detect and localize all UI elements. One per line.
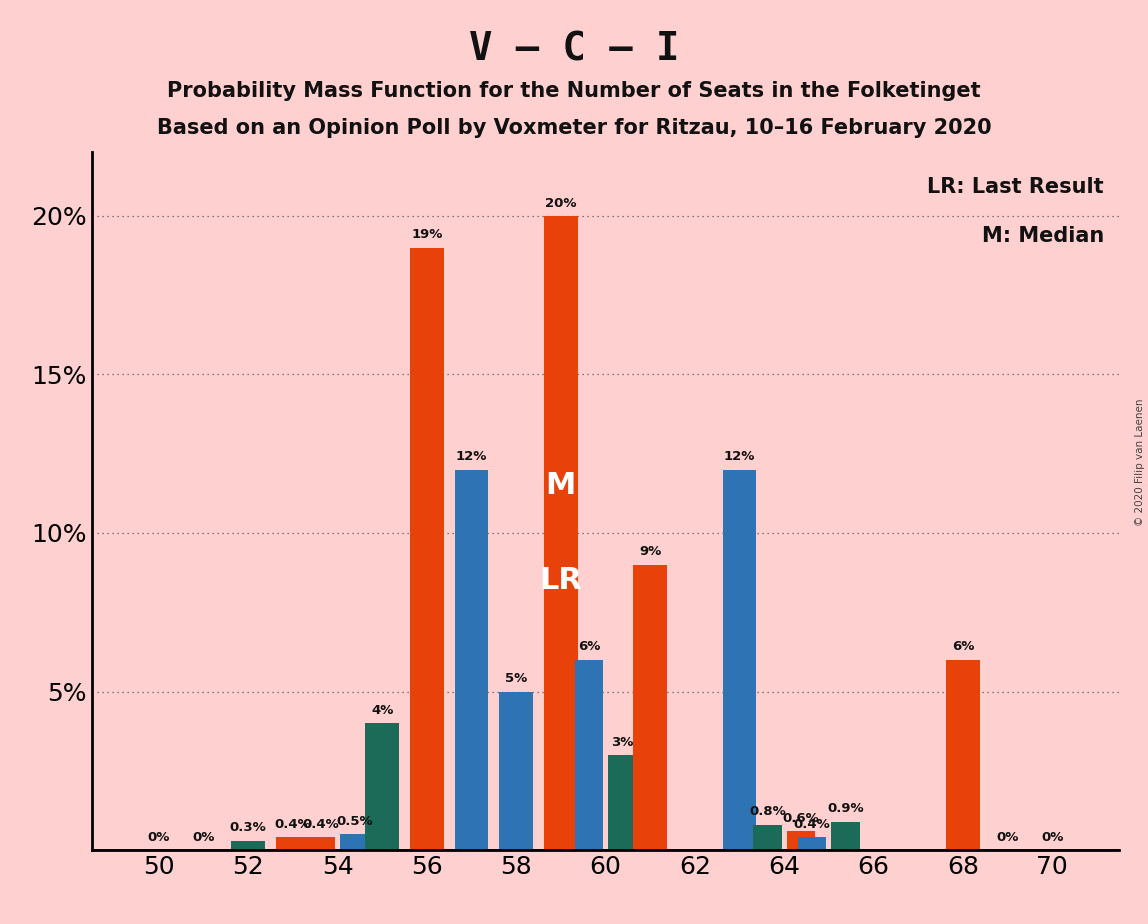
Bar: [798, 837, 827, 850]
Text: V – C – I: V – C – I: [468, 30, 680, 68]
Text: 0.6%: 0.6%: [783, 811, 820, 825]
Bar: [608, 755, 636, 850]
Text: 0%: 0%: [148, 831, 170, 844]
Bar: [634, 565, 667, 850]
Bar: [365, 723, 400, 850]
Bar: [340, 834, 369, 850]
Text: 0.4%: 0.4%: [274, 818, 311, 831]
Bar: [723, 469, 757, 850]
Text: 0%: 0%: [1041, 831, 1063, 844]
Bar: [786, 831, 815, 850]
Bar: [277, 837, 310, 850]
Text: 0.3%: 0.3%: [230, 821, 266, 834]
Bar: [232, 841, 265, 850]
Text: 12%: 12%: [724, 450, 755, 463]
Text: LR: LR: [540, 566, 582, 595]
Text: Based on an Opinion Poll by Voxmeter for Ritzau, 10–16 February 2020: Based on an Opinion Poll by Voxmeter for…: [156, 118, 992, 139]
Text: M: M: [545, 471, 576, 500]
Text: 0%: 0%: [996, 831, 1018, 844]
Bar: [946, 660, 979, 850]
Text: 0.9%: 0.9%: [828, 802, 864, 815]
Bar: [307, 837, 335, 850]
Bar: [753, 825, 782, 850]
Bar: [831, 821, 860, 850]
Text: 5%: 5%: [505, 672, 527, 686]
Bar: [455, 469, 488, 850]
Text: 3%: 3%: [611, 736, 634, 748]
Text: 9%: 9%: [639, 545, 661, 558]
Text: 0.4%: 0.4%: [302, 818, 339, 831]
Bar: [410, 248, 443, 850]
Text: 6%: 6%: [577, 640, 600, 653]
Bar: [499, 691, 533, 850]
Bar: [544, 216, 577, 850]
Text: LR: Last Result: LR: Last Result: [928, 176, 1104, 197]
Text: 0.5%: 0.5%: [336, 815, 373, 828]
Text: 19%: 19%: [411, 228, 443, 241]
Text: 12%: 12%: [456, 450, 487, 463]
Text: M: Median: M: Median: [982, 225, 1104, 246]
Bar: [575, 660, 603, 850]
Text: 0.8%: 0.8%: [750, 806, 786, 819]
Text: Probability Mass Function for the Number of Seats in the Folketinget: Probability Mass Function for the Number…: [168, 81, 980, 102]
Text: © 2020 Filip van Laenen: © 2020 Filip van Laenen: [1134, 398, 1145, 526]
Text: 6%: 6%: [952, 640, 975, 653]
Text: 20%: 20%: [545, 197, 576, 210]
Text: 0%: 0%: [193, 831, 215, 844]
Text: 0.4%: 0.4%: [793, 818, 830, 831]
Text: 4%: 4%: [371, 704, 394, 717]
